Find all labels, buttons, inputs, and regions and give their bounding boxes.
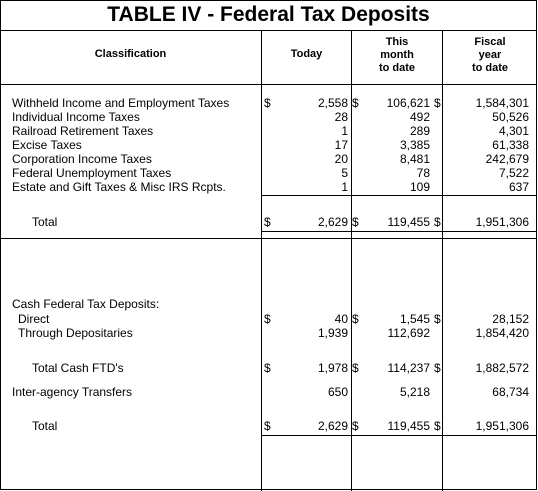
header-divider (0, 84, 537, 85)
currency-sign: $ (264, 215, 271, 229)
deposit-row-fiscal: 242,679 (485, 152, 529, 166)
deposit-row-fiscal: 61,338 (492, 138, 529, 152)
deposit-row-fiscal: 7,522 (498, 166, 529, 180)
column-divider-month (351, 30, 352, 491)
deposit-row-label: Railroad Retirement Taxes (12, 124, 154, 138)
deposit-row-label: Individual Income Taxes (12, 110, 140, 124)
deposit-row-today: 1 (341, 124, 348, 138)
column-divider-today (261, 30, 262, 491)
deposit-row-today: 5 (341, 166, 348, 180)
currency-sign: $ (434, 96, 441, 110)
underline (262, 435, 351, 436)
underline (262, 195, 351, 196)
currency-sign: $ (264, 312, 271, 326)
header-month-line: This (385, 36, 409, 48)
total-today: 2,629 (317, 215, 348, 229)
direct-label: Direct (18, 312, 50, 326)
header-fiscal-line: year (478, 49, 502, 61)
inter-agency-today: 650 (327, 385, 348, 399)
header-month-line: month (380, 49, 414, 61)
currency-sign: $ (352, 419, 359, 433)
underline (352, 195, 442, 196)
underline (443, 435, 537, 436)
table-title: TABLE IV - Federal Tax Deposits (107, 3, 430, 26)
currency-sign: $ (264, 419, 271, 433)
currency-sign: $ (352, 361, 359, 375)
total-cash-month: 114,237 (387, 361, 431, 375)
header-today: Today (290, 48, 323, 60)
grand-total-fiscal: 1,951,306 (475, 419, 529, 433)
deposit-row-month: 492 (409, 110, 430, 124)
underline (352, 231, 442, 232)
total-month: 119,455 (387, 215, 431, 229)
deposit-row-month: 106,621 (386, 96, 430, 110)
deposit-row-today: 17 (334, 138, 348, 152)
header-fiscal-line: Fiscal (474, 36, 506, 48)
depositaries-today: 1,939 (317, 326, 348, 340)
total-cash-fiscal: 1,882,572 (475, 361, 529, 375)
deposit-row-fiscal: 637 (508, 180, 529, 194)
inter-agency-fiscal: 68,734 (492, 385, 529, 399)
currency-sign: $ (352, 96, 359, 110)
column-divider-fiscal (442, 30, 443, 491)
currency-sign: $ (434, 215, 441, 229)
total-cash-today: 1,978 (317, 361, 348, 375)
deposit-row-today: 28 (334, 110, 348, 124)
deposit-row-month: 289 (409, 124, 430, 138)
inter-agency-month: 5,218 (399, 385, 430, 399)
currency-sign: $ (434, 312, 441, 326)
header-month: This month to date (352, 36, 442, 75)
header-fiscal: Fiscal year to date (443, 36, 537, 75)
deposit-row-label: Withheld Income and Employment Taxes (12, 96, 230, 110)
depositaries-label: Through Depositaries (18, 326, 133, 340)
direct-fiscal: 28,152 (492, 312, 529, 326)
currency-sign: $ (434, 361, 441, 375)
total-fiscal: 1,951,306 (475, 215, 529, 229)
deposit-row-label: Federal Unemployment Taxes (12, 166, 172, 180)
deposit-row-month: 8,481 (399, 152, 430, 166)
underline (352, 435, 442, 436)
header-fiscal-line: to date (471, 62, 509, 74)
deposit-row-month: 109 (409, 180, 430, 194)
deposit-row-today: 20 (334, 152, 348, 166)
deposit-row-label: Excise Taxes (12, 138, 82, 152)
depositaries-fiscal: 1,854,420 (475, 326, 529, 340)
currency-sign: $ (352, 215, 359, 229)
currency-sign: $ (434, 419, 441, 433)
deposit-row-label: Corporation Income Taxes (12, 152, 152, 166)
total-cash-label: Total Cash FTD's (32, 361, 124, 375)
currency-sign: $ (264, 361, 271, 375)
section-divider (0, 238, 537, 239)
grand-total-month: 119,455 (387, 419, 431, 433)
underline (262, 231, 351, 232)
deposit-row-month: 78 (416, 166, 430, 180)
inter-agency-label: Inter-agency Transfers (12, 385, 133, 399)
title-divider (0, 30, 537, 31)
total-label: Total (32, 215, 58, 229)
cash-heading: Cash Federal Tax Deposits: (12, 297, 160, 311)
direct-month: 1,545 (399, 312, 430, 326)
deposit-row-fiscal: 4,301 (498, 124, 529, 138)
direct-today: 40 (334, 312, 348, 326)
grand-total-label: Total (32, 419, 58, 433)
grand-total-today: 2,629 (317, 419, 348, 433)
deposit-row-today: 2,558 (317, 96, 348, 110)
deposit-row-today: 1 (341, 180, 348, 194)
deposit-row-label: Estate and Gift Taxes & Misc IRS Rcpts. (12, 180, 226, 194)
header-classification: Classification (94, 48, 167, 60)
currency-sign: $ (352, 312, 359, 326)
underline (443, 195, 537, 196)
header-month-line: to date (378, 62, 416, 74)
deposit-row-month: 3,385 (399, 138, 430, 152)
depositaries-month: 112,692 (387, 326, 431, 340)
deposit-row-fiscal: 50,526 (492, 110, 529, 124)
currency-sign: $ (264, 96, 271, 110)
underline (443, 231, 537, 232)
deposit-row-fiscal: 1,584,301 (475, 96, 529, 110)
